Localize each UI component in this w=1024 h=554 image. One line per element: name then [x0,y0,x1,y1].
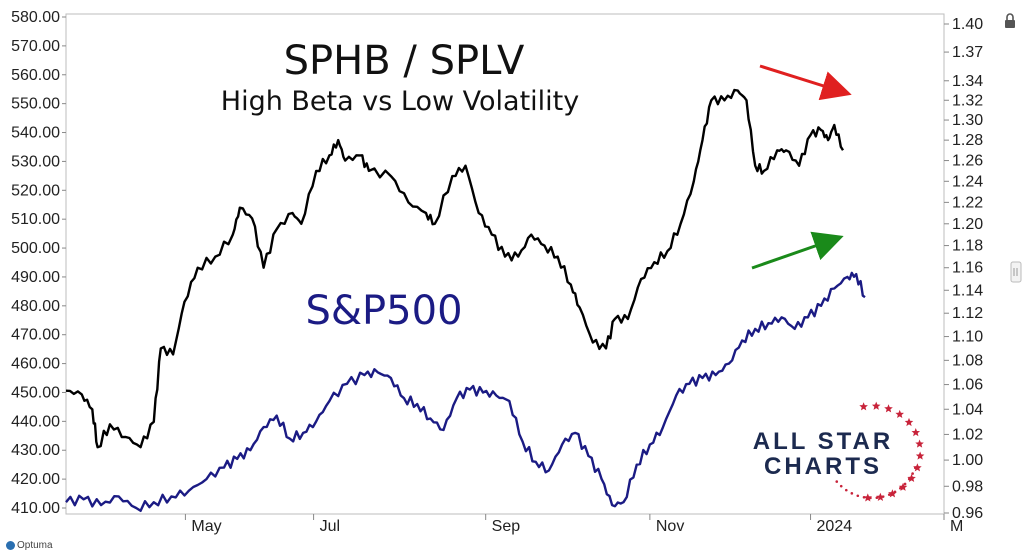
logo-dot [844,488,848,492]
logo-star [863,493,873,502]
left-tick-label: 490.00 [11,269,60,286]
plot-area [65,13,945,515]
logo-star [895,409,904,418]
sp500-line [65,271,866,512]
right-tick-label: 1.18 [952,238,983,255]
logo-dot [862,496,866,499]
logo-star [915,439,924,448]
right-tick-label: 1.08 [952,352,983,369]
left-tick-label: 540.00 [11,125,60,142]
left-tick-label: 500.00 [11,240,60,257]
right-tick-label: 1.16 [952,260,983,277]
left-tick-label: 420.00 [11,471,60,488]
logo-dot [913,466,917,470]
panel-collapse-handle[interactable] [1010,261,1022,283]
logo-dot [875,496,879,500]
logo-star [913,463,922,472]
left-tick-label: 410.00 [11,500,60,517]
chart-title: SPHB / SPLV [284,38,525,84]
right-axis: 0.96 0.98 1.00 1.02 1.04 1.06 1.08 1.10 1.12 1.14… [944,16,983,522]
right-tick-label: 1.26 [952,153,983,170]
logo-dot [839,484,843,488]
right-tick-label: 1.37 [952,44,983,61]
x-tick-label: M [950,518,963,535]
logo-star [915,451,925,460]
logo-dot [887,493,891,496]
right-tick-label: 1.40 [952,16,983,33]
x-tick-label: Sep [492,518,521,535]
logo-dot [903,482,907,486]
optuma-text: Optuma [17,540,53,551]
left-tick-label: 560.00 [11,67,60,84]
right-tick-label: 1.22 [952,194,983,211]
left-tick-label: 470.00 [11,327,60,344]
right-tick-label: 1.06 [952,377,983,394]
logo-dot [856,494,860,498]
x-tick-label: Jul [320,518,340,535]
logo-star [876,492,885,501]
logo-star [904,417,914,427]
brand-line-2: CHARTS [764,453,882,480]
right-tick-label: 1.30 [952,112,983,129]
x-tick-label: 2024 [817,518,853,535]
x-tick-label: Nov [656,518,684,535]
right-tick-label: 1.12 [952,305,983,322]
logo-dot [907,477,911,481]
left-tick-label: 510.00 [11,211,60,228]
series-layer [65,88,866,512]
left-tick-label: 570.00 [11,38,60,55]
logo-star [884,404,893,413]
x-tick-label: May [191,518,221,535]
logo-dot [881,495,885,498]
star-ring-icon [835,401,925,502]
right-tick-label: 1.28 [952,132,983,149]
optuma-logo-icon [6,540,15,550]
chart-subtitle: High Beta vs Low Volatility [221,86,579,117]
logo-star [859,402,868,411]
logo-star [911,428,921,437]
optuma-watermark: Optuma [6,540,53,551]
left-tick-label: 480.00 [11,298,60,315]
logo-dot [893,490,897,494]
logo-dot [911,472,914,475]
right-tick-label: 1.10 [952,329,983,346]
x-axis: May Jul Sep Nov 2024 M [184,514,963,535]
right-tick-label: 0.96 [952,505,983,522]
brand-line-1: ALL STAR [753,428,893,455]
logo-star [871,401,881,410]
left-tick-label: 530.00 [11,153,60,170]
green-divergence-arrow [751,231,844,270]
right-tick-label: 1.14 [952,282,983,299]
left-tick-label: 430.00 [11,442,60,459]
sphb-splv-line [65,88,845,449]
right-tick-label: 1.20 [952,216,983,233]
right-tick-label: 1.00 [952,452,983,469]
sp500-label: S&P500 [305,288,462,334]
left-tick-label: 520.00 [11,182,60,199]
logo-dot [835,480,839,483]
left-tick-label: 440.00 [11,413,60,430]
right-tick-label: 1.02 [952,426,983,443]
logo-dot [899,486,902,490]
logo-dot [869,496,872,500]
red-divergence-arrow [759,64,852,101]
left-tick-label: 580.00 [11,9,60,26]
all-star-charts-logo: ALL STAR CHARTS [753,401,925,502]
right-tick-label: 1.24 [952,173,983,190]
lock-icon[interactable] [1005,13,1015,28]
left-tick-label: 550.00 [11,96,60,113]
left-tick-label: 460.00 [11,356,60,373]
left-tick-label: 450.00 [11,384,60,401]
right-tick-label: 1.34 [952,73,983,90]
right-tick-label: 1.04 [952,401,983,418]
right-tick-label: 1.32 [952,92,983,109]
right-tick-label: 0.98 [952,478,983,495]
logo-dot [850,492,854,495]
left-axis: 410.00 420.00 430.00 440.00 450.00 460.00 470.… [11,9,66,517]
